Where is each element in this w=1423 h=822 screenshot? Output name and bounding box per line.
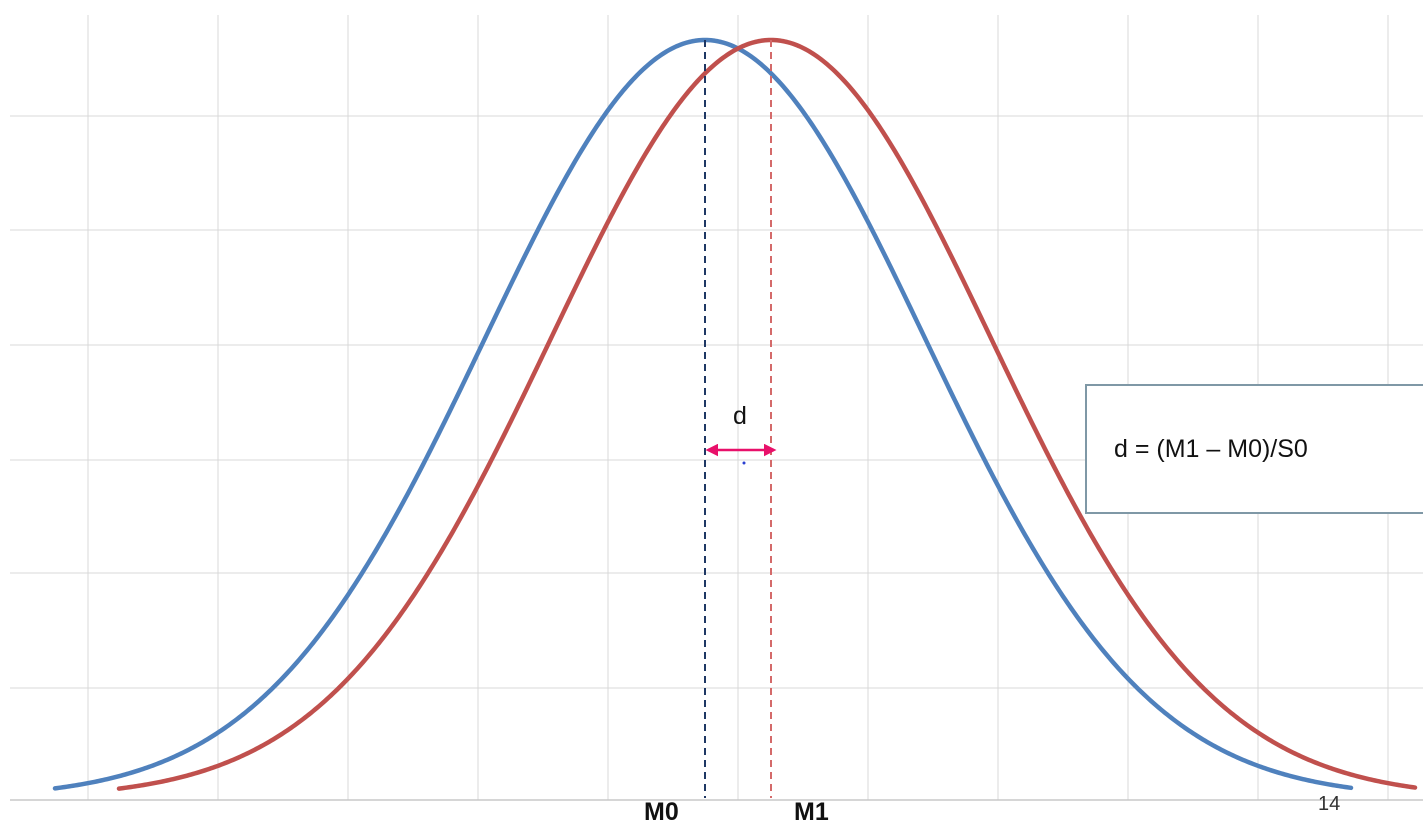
arrow-dot (742, 461, 746, 465)
effect-size-label: d (733, 402, 747, 430)
m0-label: M0 (644, 798, 679, 822)
formula-text: d = (M1 – M0)/S0 (1114, 434, 1308, 463)
m1-label: M1 (794, 798, 829, 822)
grid (10, 15, 1423, 800)
page-number: 14 (1318, 793, 1340, 815)
formula-box: d = (M1 – M0)/S0 (1085, 384, 1423, 514)
baseline-distribution-curve (52, 37, 1354, 791)
treatment-distribution-curve (116, 37, 1418, 791)
